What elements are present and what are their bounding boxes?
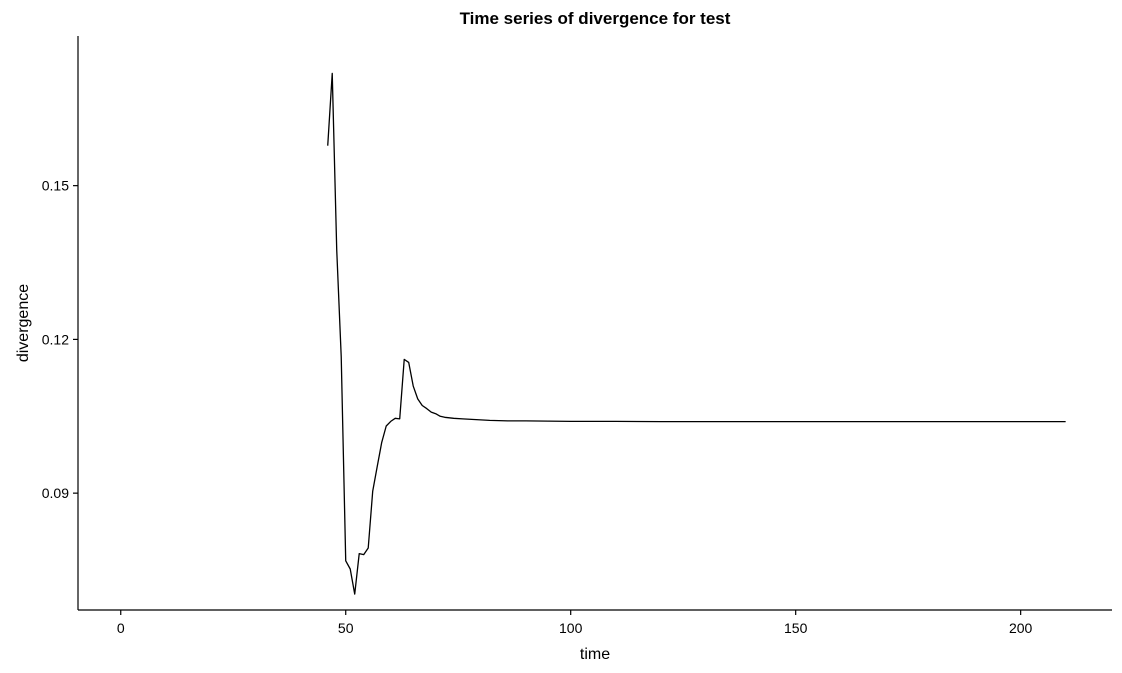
x-tick-label: 0 [117, 620, 125, 636]
y-tick-label: 0.15 [42, 178, 69, 194]
x-tick-label: 150 [784, 620, 808, 636]
x-tick-label: 200 [1009, 620, 1033, 636]
x-axis-label: time [580, 646, 610, 663]
axes [77, 36, 1112, 611]
x-ticks: 0 50 100 150 200 [117, 610, 1033, 636]
y-tick-label: 0.09 [42, 485, 69, 501]
chart-title: Time series of divergence for test [460, 9, 731, 28]
y-axis-label: divergence [15, 284, 32, 362]
x-tick-label: 50 [338, 620, 354, 636]
y-tick-label: 0.12 [42, 331, 69, 347]
x-tick-label: 100 [559, 620, 583, 636]
series-line-divergence [327, 72, 1066, 595]
y-ticks: 0.09 0.12 0.15 [42, 178, 78, 501]
